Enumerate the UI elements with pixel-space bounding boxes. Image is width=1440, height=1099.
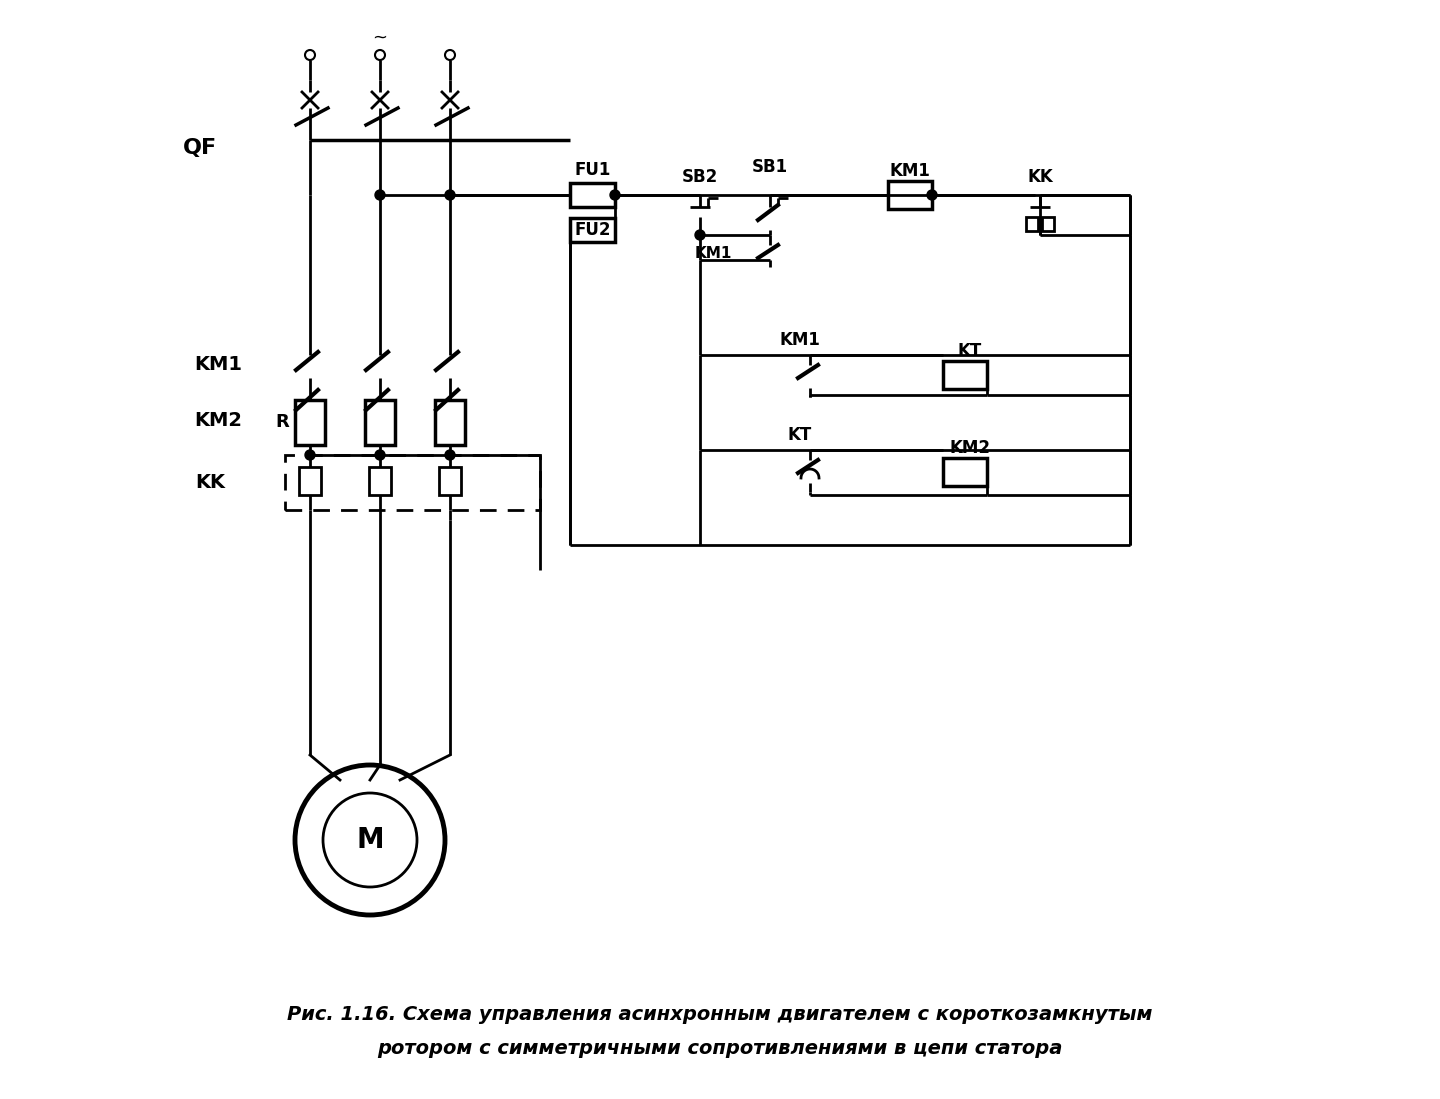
Text: FU2: FU2 — [575, 221, 611, 238]
Text: FU1: FU1 — [575, 160, 611, 179]
Circle shape — [696, 230, 706, 240]
Circle shape — [445, 449, 455, 460]
Circle shape — [927, 190, 937, 200]
Text: KM1: KM1 — [694, 245, 732, 260]
Text: SB1: SB1 — [752, 158, 788, 176]
Bar — [943, 458, 986, 486]
Text: KM1: KM1 — [194, 355, 242, 375]
Circle shape — [323, 793, 418, 887]
Bar — [300, 467, 321, 495]
Bar — [435, 400, 465, 445]
Bar — [1025, 217, 1038, 231]
Circle shape — [305, 449, 315, 460]
Circle shape — [374, 190, 384, 200]
Bar — [295, 400, 325, 445]
Text: R: R — [275, 413, 289, 431]
Circle shape — [305, 49, 315, 60]
Text: KK: KK — [194, 473, 225, 491]
Text: KT: KT — [788, 426, 812, 444]
Bar — [369, 467, 392, 495]
Text: KM2: KM2 — [949, 439, 991, 457]
Bar — [943, 360, 986, 389]
Circle shape — [611, 190, 621, 200]
Text: KK: KK — [1027, 168, 1053, 186]
Circle shape — [445, 190, 455, 200]
Bar — [285, 455, 540, 510]
Text: KT: KT — [958, 342, 982, 360]
Text: Рис. 1.16. Схема управления асинхронным двигателем с короткозамкнутым: Рис. 1.16. Схема управления асинхронным … — [287, 1006, 1153, 1024]
Text: KM1: KM1 — [890, 162, 930, 180]
Circle shape — [445, 49, 455, 60]
Circle shape — [295, 765, 445, 915]
Text: SB2: SB2 — [683, 168, 719, 186]
Text: QF: QF — [183, 138, 217, 158]
Text: KM2: KM2 — [194, 411, 242, 430]
Circle shape — [374, 49, 384, 60]
Circle shape — [374, 449, 384, 460]
Bar — [570, 184, 615, 207]
Text: KM1: KM1 — [779, 331, 821, 349]
Text: ротором с симметричными сопротивлениями в цепи статора: ротором с симметричными сопротивлениями … — [377, 1039, 1063, 1057]
Bar — [888, 181, 932, 209]
Text: M: M — [356, 826, 384, 854]
Bar — [570, 218, 615, 242]
Bar — [1043, 217, 1054, 231]
Bar — [439, 467, 461, 495]
Text: ~: ~ — [373, 29, 387, 47]
Bar — [364, 400, 395, 445]
